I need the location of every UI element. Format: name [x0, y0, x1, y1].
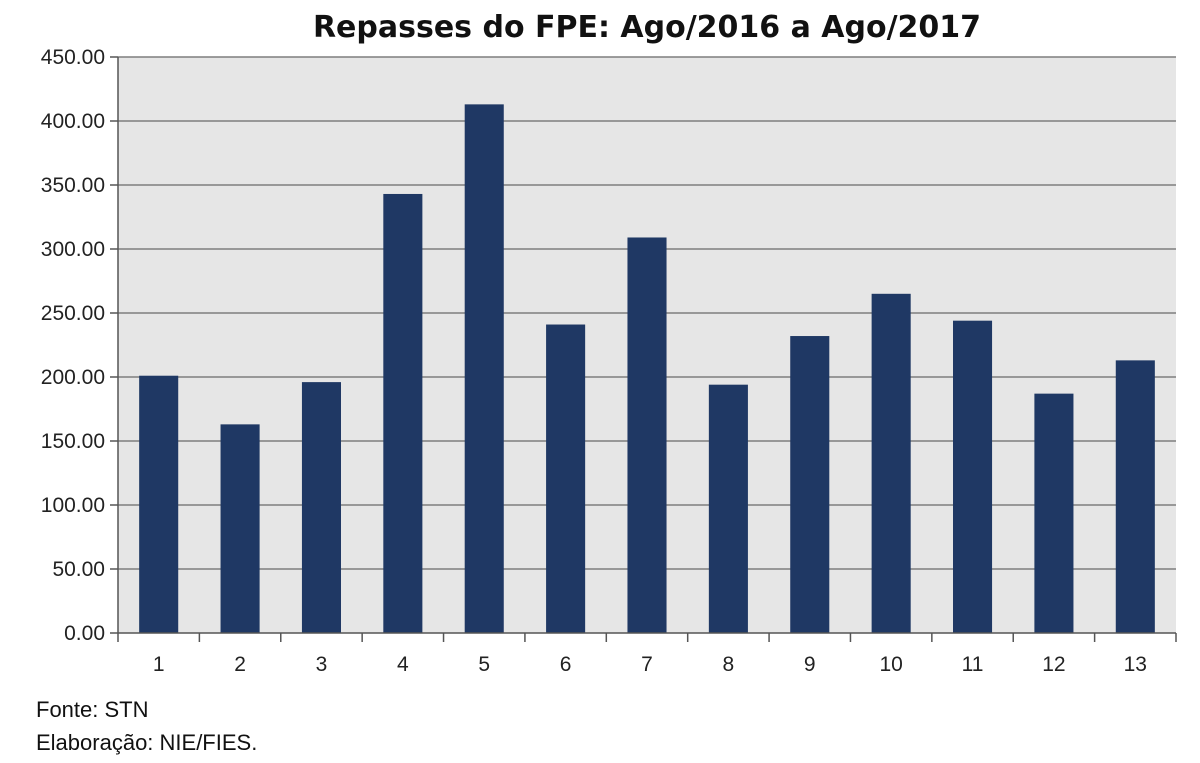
bar-2 [220, 424, 260, 633]
x-tick-label: 3 [316, 653, 328, 676]
x-tick-label: 12 [1042, 653, 1065, 676]
y-tick-label: 50.00 [52, 558, 105, 581]
x-tick-label: 1 [153, 653, 165, 676]
bar-4 [383, 193, 423, 633]
chart-title: Repasses do FPE: Ago/2016 a Ago/2017 [313, 10, 981, 45]
bar-12 [1034, 393, 1074, 633]
bar-13 [1115, 360, 1155, 633]
bar-7 [627, 237, 667, 634]
bar-5 [464, 104, 504, 634]
y-tick-label: 300.00 [41, 238, 105, 261]
y-tick-label: 150.00 [41, 430, 105, 453]
bar-10 [871, 293, 911, 633]
x-tick-label: 6 [560, 653, 572, 676]
bar-6 [546, 324, 586, 633]
bar-1 [139, 375, 179, 633]
bar-3 [301, 382, 341, 633]
x-tick-label: 9 [804, 653, 816, 676]
x-tick-label: 2 [234, 653, 246, 676]
x-tick-label: 13 [1124, 653, 1147, 676]
axes [110, 56, 1177, 642]
x-tick-labels: 1 2 3 4 5 6 7 8 9 10 11 12 13 [153, 653, 1147, 676]
y-tick-labels: 0.00 50.00 100.00 150.00 200.00 250.00 300.00 3… [41, 46, 105, 645]
x-tick-label: 5 [478, 653, 490, 676]
y-tick-label: 200.00 [41, 366, 105, 389]
elaboration-note: Elaboração: NIE/FIES. [36, 730, 258, 755]
y-tick-label: 450.00 [41, 46, 105, 69]
x-tick-label: 11 [962, 653, 984, 676]
x-tick-label: 8 [723, 653, 735, 676]
x-tick-label: 7 [641, 653, 653, 676]
bar-9 [790, 336, 830, 633]
x-tick-label: 4 [397, 653, 409, 676]
bars [139, 104, 1155, 634]
y-tick-label: 250.00 [41, 302, 105, 325]
y-tick-label: 0.00 [64, 622, 105, 645]
y-tick-label: 400.00 [41, 110, 105, 133]
y-tick-label: 100.00 [41, 494, 105, 517]
source-note: Fonte: STN [36, 697, 149, 722]
y-tick-label: 350.00 [41, 174, 105, 197]
bar-8 [708, 384, 748, 633]
x-tick-label: 10 [879, 653, 902, 676]
bar-11 [953, 320, 993, 633]
